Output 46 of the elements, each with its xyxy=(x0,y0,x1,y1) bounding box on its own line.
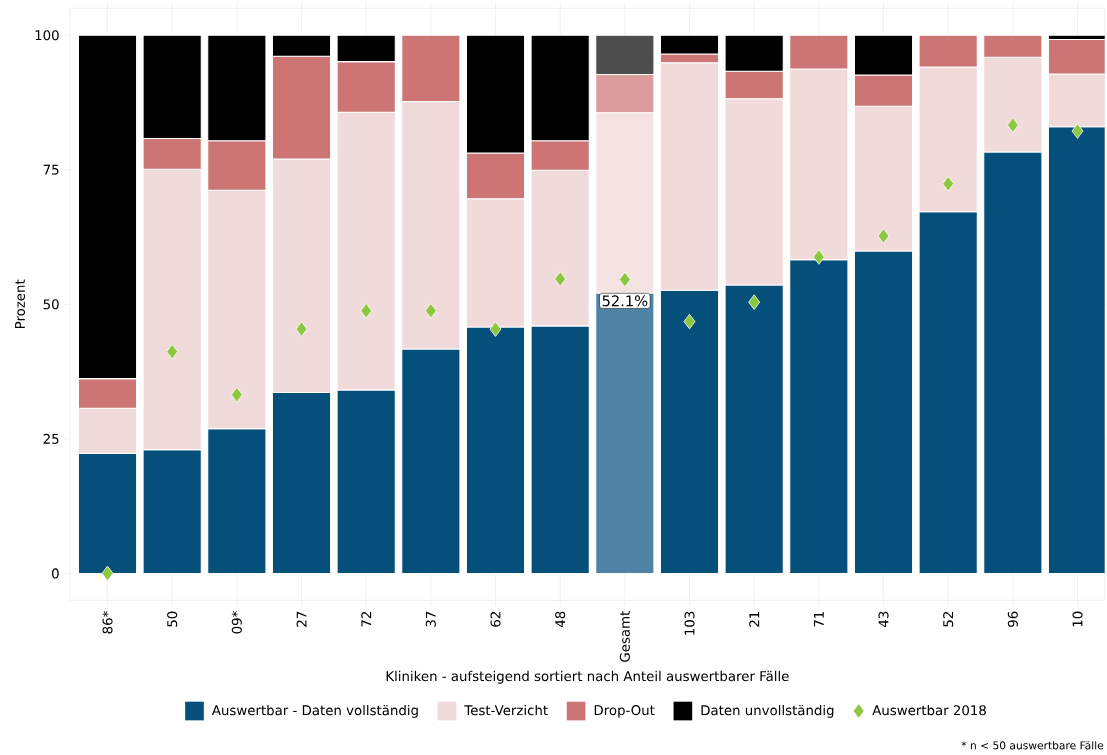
legend-label: Auswertbar - Daten vollständig xyxy=(211,704,418,718)
point xyxy=(1071,123,1084,139)
point xyxy=(877,228,890,244)
x-tick-label: 71 xyxy=(813,611,824,627)
point xyxy=(554,271,567,287)
x-tick-label: 27 xyxy=(296,611,307,627)
point xyxy=(748,294,761,310)
x-tick-label: 21 xyxy=(749,611,760,627)
x-tick-label: 43 xyxy=(878,611,889,628)
point xyxy=(812,249,825,265)
point xyxy=(230,387,243,403)
legend-label: Daten unvollständig xyxy=(701,704,834,718)
point xyxy=(942,176,955,192)
y-tick-label: 25 xyxy=(43,433,59,444)
y-axis-title: Prozent xyxy=(15,279,25,329)
point xyxy=(1006,117,1019,133)
legend-label: Test-Verzicht xyxy=(464,704,548,716)
point xyxy=(489,321,502,337)
x-tick-label: 48 xyxy=(555,611,566,628)
point xyxy=(295,321,308,337)
y-tick-label: 100 xyxy=(35,30,59,41)
x-tick-label: 62 xyxy=(490,612,501,627)
point xyxy=(166,343,179,360)
x-tick-label: 37 xyxy=(425,611,436,627)
x-tick-label: 09* xyxy=(231,611,242,634)
x-tick-label: 96 xyxy=(1007,611,1018,627)
text: * n < 50 auswertbare Fälle xyxy=(961,741,1104,750)
y-tick-label: 75 xyxy=(43,164,59,175)
x-tick-label: 10 xyxy=(1072,611,1083,627)
legend-label: Auswertbar 2018 xyxy=(872,704,986,716)
x-tick-label: 86* xyxy=(102,611,113,634)
data-label: 52.1% xyxy=(602,295,648,307)
x-axis-title: Kliniken - aufsteigend sortiert nach Anteil auswertbarer Fälle xyxy=(386,670,789,684)
point xyxy=(424,303,437,319)
x-tick-label: 72 xyxy=(361,612,372,627)
y-tick-label: 0 xyxy=(52,568,59,579)
x-tick-label: 52 xyxy=(943,612,954,627)
y-tick-label: 50 xyxy=(43,299,59,310)
point xyxy=(683,313,696,330)
x-tick-label: 103 xyxy=(684,611,695,635)
point xyxy=(101,565,114,582)
legend-label: Drop-Out xyxy=(594,705,655,718)
point xyxy=(618,271,631,288)
x-tick-label: 50 xyxy=(167,611,178,627)
point xyxy=(360,303,373,319)
x-tick-label: Gesamt xyxy=(619,611,630,662)
